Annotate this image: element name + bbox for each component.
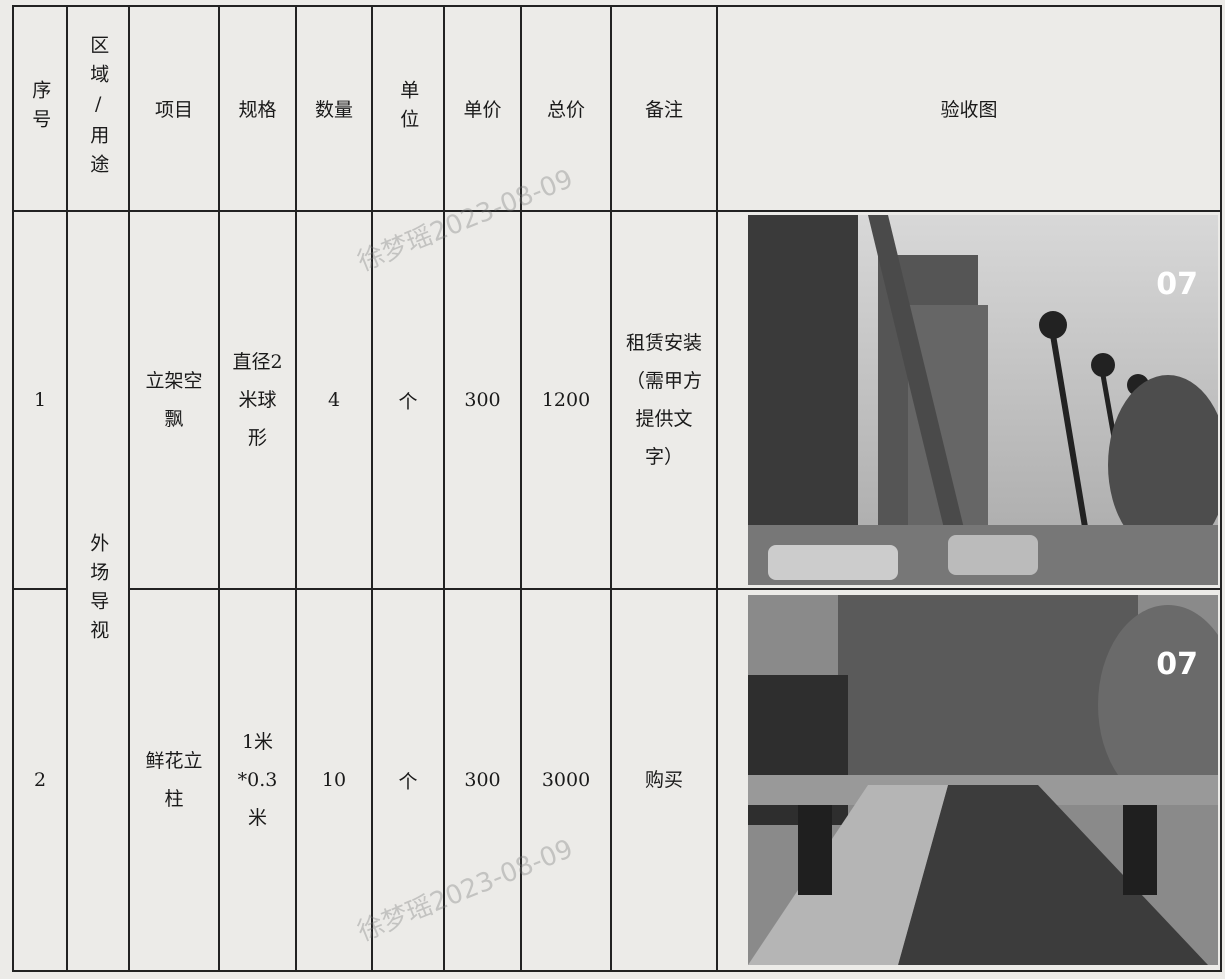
item-text: 鲜花立柱 [145, 750, 203, 810]
cell-price: 300 [443, 210, 522, 590]
cell-spec: 直径2米球形 [218, 210, 297, 590]
header-cell: 单价 [443, 5, 522, 212]
cell-unit: 个 [371, 210, 445, 590]
header-cell: 验收图 [716, 5, 1222, 212]
photo: 07 [748, 595, 1218, 965]
header-cell: 规格 [218, 5, 297, 212]
cell-no: 1 [12, 210, 68, 590]
cell-item: 鲜花立柱 [128, 588, 220, 972]
cell-spec: 1米*0.3米 [218, 588, 297, 972]
header-cell: 备注 [610, 5, 718, 212]
header-cell: 区域/用途 [66, 5, 130, 212]
cell-no: 2 [12, 588, 68, 972]
cell-photo: 07 [716, 210, 1222, 590]
cell-item: 立架空飘 [128, 210, 220, 590]
acceptance-table: 序号 区域/用途 项目 规格 数量 单位 单价 总价 备注 验收图 1 外场导视… [12, 5, 1222, 972]
note-text: 购买 [644, 769, 683, 791]
cell-total: 1200 [520, 210, 612, 590]
header-text: 单位 [397, 79, 420, 138]
area-text: 外场导视 [87, 533, 110, 649]
cell-area: 外场导视 [66, 210, 130, 972]
row: 2 鲜花立柱 1米*0.3米 10 个 300 3000 购买 07 [12, 588, 1222, 972]
cell-photo: 07 [716, 588, 1222, 972]
photo-image [748, 595, 1218, 965]
cell-note: 租赁安装（需甲方提供文字） [610, 210, 718, 590]
cell-note: 购买 [610, 588, 718, 972]
photo-image [748, 215, 1218, 585]
photo: 07 [748, 215, 1218, 585]
row: 1 外场导视 立架空飘 直径2米球形 4 个 300 1200 租赁安装（需甲方… [12, 210, 1222, 972]
item-text: 立架空飘 [145, 370, 203, 430]
spec-text: 直径2米球形 [232, 351, 283, 449]
header-text: 区域/用途 [87, 34, 110, 183]
photo-date: 07 [1156, 267, 1198, 302]
header-cell: 数量 [295, 5, 373, 212]
photo-date: 07 [1156, 647, 1198, 682]
header-text: 序号 [29, 79, 52, 138]
note-text: 租赁安装（需甲方提供文字） [625, 332, 702, 468]
cell-qty: 10 [295, 588, 373, 972]
spec-text: 1米*0.3米 [237, 731, 278, 829]
cell-unit: 个 [371, 588, 445, 972]
header-cell: 项目 [128, 5, 220, 212]
header-row: 序号 区域/用途 项目 规格 数量 单位 单价 总价 备注 验收图 [12, 5, 1222, 212]
cell-price: 300 [443, 588, 522, 972]
header-cell: 单位 [371, 5, 445, 212]
header-cell: 序号 [12, 5, 68, 212]
cell-total: 3000 [520, 588, 612, 972]
cell-qty: 4 [295, 210, 373, 590]
header-cell: 总价 [520, 5, 612, 212]
